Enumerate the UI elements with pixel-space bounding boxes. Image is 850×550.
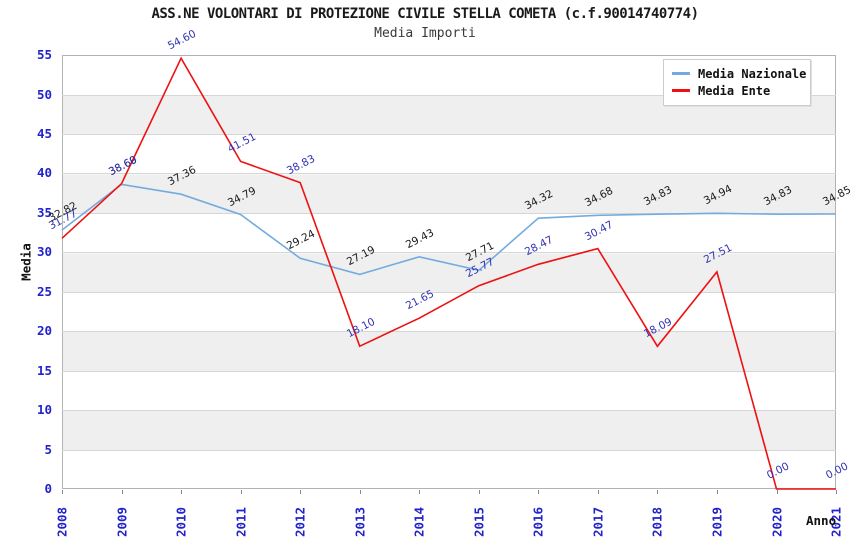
x-tick-mark (776, 490, 778, 494)
x-tick-mark (419, 490, 421, 494)
y-tick-label: 35 (36, 204, 52, 220)
x-tick-label: 2010 (173, 506, 189, 538)
legend-item-media-nazionale: Media Nazionale (672, 65, 806, 82)
x-tick-mark (538, 490, 540, 494)
chart-title: ASS.NE VOLONTARI DI PROTEZIONE CIVILE ST… (151, 6, 699, 22)
x-tick-label: 2012 (292, 506, 308, 538)
x-tick-mark (300, 490, 302, 494)
x-tick-mark (181, 490, 183, 494)
y-tick-label: 10 (36, 402, 52, 418)
x-tick-label: 2015 (471, 506, 487, 538)
x-tick-mark (478, 490, 480, 494)
gridline (62, 331, 836, 333)
x-tick-mark (597, 490, 599, 494)
x-tick-label: 2016 (530, 506, 546, 538)
y-tick-label: 40 (36, 165, 52, 181)
x-tick-label: 2018 (649, 506, 665, 538)
gridline (62, 212, 836, 214)
legend-label: Media Nazionale (698, 66, 807, 81)
x-tick-mark (359, 490, 361, 494)
y-tick-label: 5 (44, 441, 52, 457)
y-axis-title: Media (18, 243, 34, 281)
x-tick-label: 2011 (233, 506, 249, 538)
x-tick-label: 2008 (54, 506, 70, 538)
gridline (62, 133, 836, 135)
gridline (62, 449, 836, 451)
y-tick-label: 50 (36, 86, 52, 102)
gridline (62, 410, 836, 412)
legend-item-media-ente: Media Ente (672, 82, 802, 99)
x-tick-label: 2020 (769, 506, 784, 538)
y-tick-label: 15 (36, 362, 52, 378)
legend-line-swatch-ente (672, 89, 690, 92)
chart-subtitle: Media Importi (374, 26, 476, 41)
y-tick-label: 20 (36, 323, 52, 339)
legend-line-swatch-nazionale (672, 72, 690, 75)
x-tick-mark (240, 490, 242, 494)
x-axis-title: Anno (806, 513, 837, 528)
y-tick-label: 55 (36, 47, 52, 62)
x-tick-mark (121, 490, 123, 494)
x-tick-mark (836, 490, 837, 494)
gridline (62, 370, 836, 372)
y-tick-label: 30 (36, 244, 52, 260)
x-tick-label: 2014 (411, 506, 427, 538)
x-tick-label: 2013 (352, 506, 368, 538)
y-tick-label: 45 (36, 125, 52, 141)
x-tick-label: 2019 (709, 506, 725, 538)
x-tick-mark (657, 490, 659, 494)
x-tick-label: 2009 (114, 506, 129, 538)
plot-area (62, 55, 836, 489)
x-tick-mark (716, 490, 718, 494)
x-tick-mark (62, 490, 63, 494)
y-tick-label: 25 (36, 283, 52, 299)
legend-label: Media Ente (698, 83, 771, 98)
y-tick-label: 0 (44, 481, 52, 496)
legend: Media Nazionale Media Ente (663, 59, 811, 106)
x-tick-label: 2017 (590, 506, 606, 538)
gridline (62, 291, 836, 293)
